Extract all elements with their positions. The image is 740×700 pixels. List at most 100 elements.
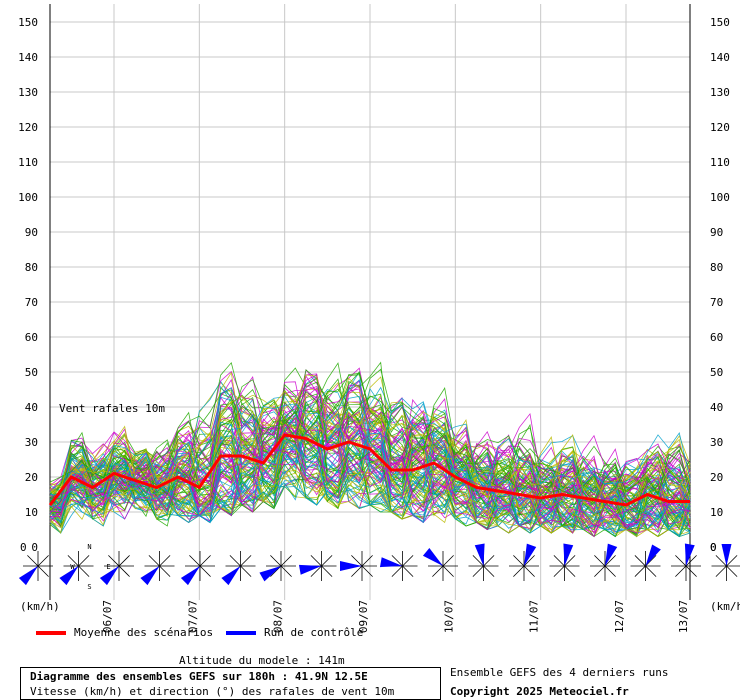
ensemble-member-line (49, 377, 691, 498)
series-label: Vent rafales 10m (59, 402, 165, 415)
legend-control: Run de contrôle (226, 626, 386, 642)
y-tick-left: 90 (25, 226, 38, 239)
y-tick-left: 100 (18, 191, 38, 204)
wind-arrow (18, 566, 38, 586)
wind-arrow (259, 566, 281, 582)
y-tick-right: 10 (710, 506, 723, 519)
compass-w: W (70, 563, 75, 571)
ensemble-member-line (49, 417, 691, 527)
y-tick-right: 140 (710, 51, 730, 64)
x-tick-label: 10/07 (442, 600, 455, 633)
y-tick-right: 50 (710, 366, 723, 379)
ensemble-member-line (49, 395, 691, 514)
ensemble-member-line (49, 361, 691, 507)
wind-rose (671, 543, 701, 581)
wind-rose (468, 543, 499, 581)
legend-control-label: Run de contrôle (264, 626, 364, 639)
model-altitude: Altitude du modele : 141m (179, 654, 345, 667)
wind-arrow (645, 544, 661, 566)
ensemble-member-line (49, 374, 691, 501)
ensemble-member-line (49, 428, 691, 531)
legend-mean-label: Moyenne des scénarios (74, 626, 214, 639)
wind-rose (590, 543, 620, 581)
y-tick-left: 0 (31, 541, 38, 554)
ensemble-member-line (49, 454, 691, 531)
info-box: Diagramme des ensembles GEFS sur 180h : … (20, 667, 441, 700)
y-tick-left: 70 (25, 296, 38, 309)
y-tick-right: 130 (710, 86, 730, 99)
wind-rose (422, 548, 458, 581)
wind-arrow (298, 564, 322, 575)
y-tick-left: 130 (18, 86, 38, 99)
x-tick-label: 09/07 (357, 600, 370, 633)
y-tick-right: 0 (710, 541, 717, 554)
y-tick-zero-right: 0 (710, 541, 717, 554)
x-tick-label: 13/07 (677, 600, 690, 633)
y-tick-left: 110 (18, 156, 38, 169)
wind-arrow (474, 543, 485, 566)
x-tick-label: 12/07 (613, 600, 626, 633)
y-tick-left: 30 (25, 436, 38, 449)
wind-rose (379, 551, 418, 581)
y-tick-right: 20 (710, 471, 723, 484)
ensemble-member-line (49, 371, 691, 499)
legend-control-swatch (226, 631, 256, 635)
wind-rose (259, 551, 296, 582)
y-tick-left: 50 (25, 366, 38, 379)
y-tick-right: 120 (710, 121, 730, 134)
y-unit-left: (km/h) (20, 600, 60, 613)
ensemble-member-line (49, 424, 691, 526)
wind-arrow (59, 566, 79, 586)
x-tick-label: 06/07 (101, 600, 114, 633)
ensemble-member-line (49, 406, 691, 514)
wind-arrow (721, 544, 732, 566)
ensemble-member-line (49, 449, 691, 538)
y-tick-right: 90 (710, 226, 723, 239)
mean-series-line (48, 433, 690, 507)
ensemble-member-line (49, 431, 691, 534)
wind-arrow (180, 566, 200, 586)
y-tick-left: 150 (18, 16, 38, 29)
y-tick-right: 30 (710, 436, 723, 449)
ensemble-members (49, 361, 691, 538)
x-tick-label: 07/07 (186, 600, 199, 633)
wind-arrow (422, 548, 443, 566)
ensemble-member-line (49, 472, 691, 538)
compass-n: N (87, 543, 91, 551)
compass-s: S (87, 583, 91, 591)
wind-rose (711, 544, 740, 581)
y-tick-right: 100 (710, 191, 730, 204)
wind-arrow (379, 557, 403, 568)
compass-e: E (106, 563, 110, 571)
wind-rose (180, 551, 215, 586)
y-tick-left: 40 (25, 401, 38, 414)
y-tick-right: 80 (710, 261, 723, 274)
wind-arrow (140, 566, 160, 586)
wind-rose (18, 551, 53, 586)
y-tick-right: 60 (710, 331, 723, 344)
x-tick-label: 11/07 (528, 600, 541, 633)
y-tick-left: 120 (18, 121, 38, 134)
wind-rose (99, 551, 134, 586)
diagram-subtitle: Vitesse (km/h) et direction (°) des rafa… (30, 685, 395, 698)
wind-arrow (340, 561, 362, 571)
wind-rose (340, 551, 377, 581)
y-tick-left: 20 (25, 471, 38, 484)
wind-arrow (684, 543, 695, 566)
wind-rose (549, 543, 580, 581)
ensemble-info: Ensemble GEFS des 4 derniers runs (450, 666, 669, 679)
copyright: Copyright 2025 Meteociel.fr (450, 685, 629, 698)
wind-arrow (99, 566, 119, 586)
ensemble-member-line (49, 379, 691, 496)
y-tick-left: 140 (18, 51, 38, 64)
wind-rose (509, 543, 539, 581)
wind-direction-row (18, 543, 740, 586)
diagram-title: Diagramme des ensembles GEFS sur 180h : … (30, 670, 368, 683)
wind-rose (630, 544, 661, 581)
y-tick-right: 70 (710, 296, 723, 309)
ensemble-member-line (49, 374, 691, 505)
wind-arrow (563, 543, 574, 566)
y-tick-left: 80 (25, 261, 38, 274)
wind-rose (298, 551, 337, 581)
